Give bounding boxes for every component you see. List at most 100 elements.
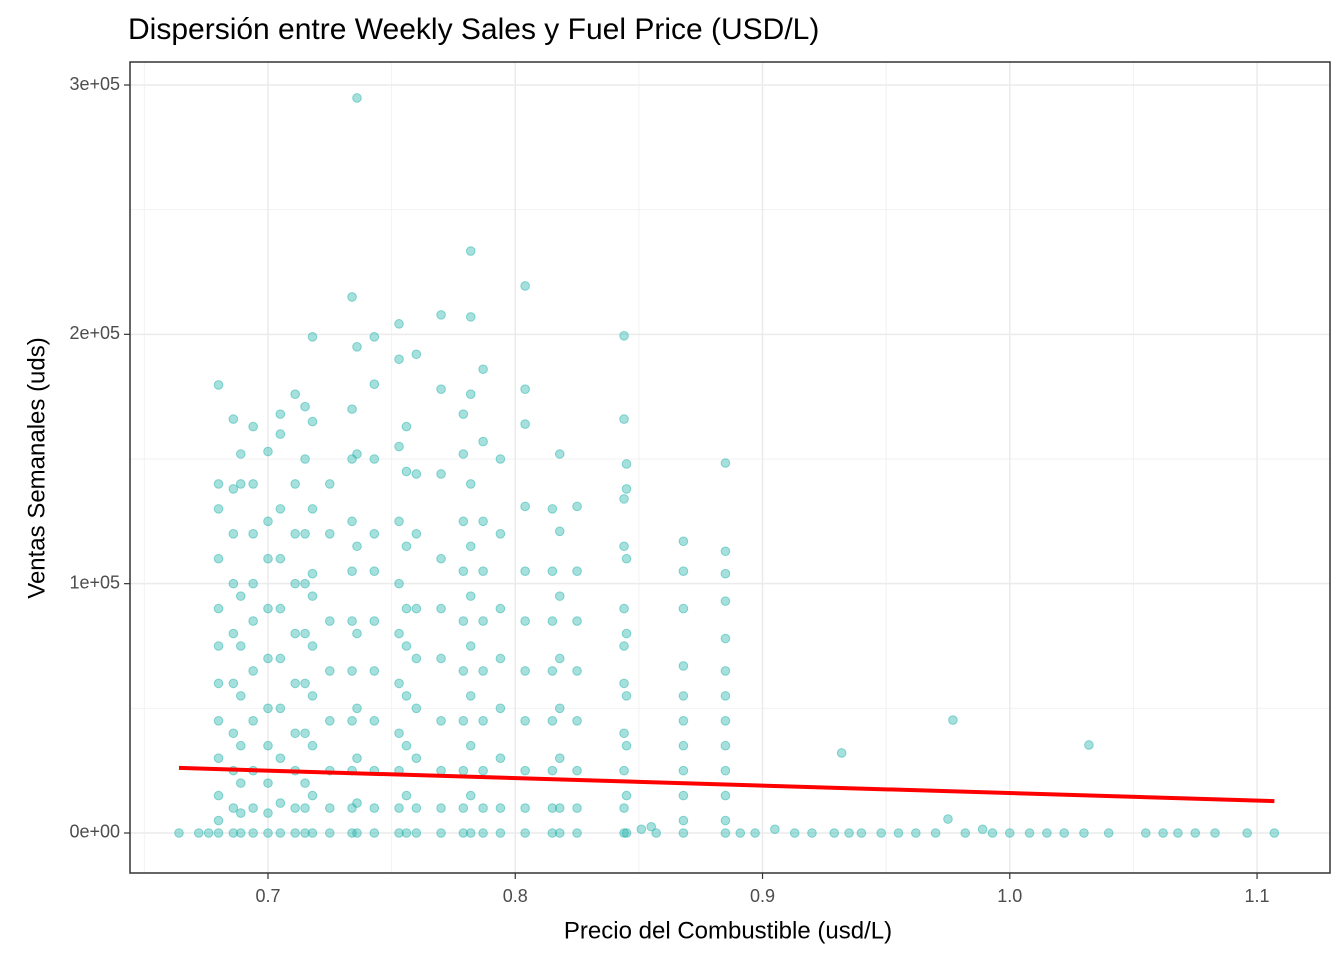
point xyxy=(347,566,357,576)
point xyxy=(213,678,224,689)
point xyxy=(228,678,239,689)
point xyxy=(720,568,731,579)
point xyxy=(347,803,357,813)
point xyxy=(678,566,689,576)
point xyxy=(458,409,469,419)
point xyxy=(307,504,318,514)
point xyxy=(436,469,446,479)
point xyxy=(411,469,422,479)
point xyxy=(235,808,246,818)
point xyxy=(411,528,422,539)
point xyxy=(411,803,422,813)
point xyxy=(394,578,404,589)
point xyxy=(1079,828,1089,838)
point xyxy=(621,484,632,494)
point xyxy=(478,715,488,726)
point xyxy=(621,740,632,751)
point xyxy=(290,479,300,489)
point xyxy=(411,828,422,838)
point xyxy=(401,421,412,432)
point xyxy=(572,803,582,813)
point xyxy=(829,828,840,838)
point xyxy=(458,765,469,776)
point xyxy=(520,828,530,838)
point xyxy=(369,616,380,626)
point xyxy=(572,765,582,776)
point xyxy=(720,765,731,776)
point xyxy=(324,479,335,489)
point xyxy=(750,828,760,838)
point xyxy=(678,661,689,671)
point xyxy=(621,553,632,564)
point xyxy=(619,803,629,813)
point xyxy=(621,790,632,801)
point xyxy=(174,828,184,838)
point xyxy=(352,828,362,838)
point xyxy=(554,703,565,714)
point xyxy=(352,628,362,639)
point xyxy=(275,653,286,664)
point xyxy=(458,449,469,459)
point xyxy=(352,753,362,763)
point xyxy=(275,703,286,714)
point xyxy=(213,380,224,390)
point xyxy=(436,603,446,614)
point xyxy=(324,828,335,838)
point xyxy=(720,633,731,644)
point xyxy=(678,828,689,838)
point xyxy=(394,728,404,739)
point xyxy=(213,828,224,838)
point xyxy=(720,596,731,606)
point xyxy=(547,828,558,838)
point xyxy=(678,740,689,751)
point xyxy=(401,740,412,751)
point xyxy=(228,628,239,639)
point xyxy=(394,828,404,838)
point xyxy=(465,691,476,701)
point xyxy=(324,715,335,726)
point xyxy=(275,504,286,514)
point xyxy=(678,815,689,826)
point xyxy=(619,678,629,689)
point xyxy=(411,349,422,360)
point xyxy=(619,828,629,838)
point xyxy=(290,628,300,639)
point xyxy=(436,653,446,664)
point xyxy=(621,691,632,701)
point xyxy=(290,803,300,813)
point xyxy=(436,765,446,776)
point xyxy=(621,459,632,469)
point xyxy=(572,715,582,726)
point xyxy=(401,541,412,552)
point xyxy=(228,528,239,539)
point xyxy=(465,541,476,552)
point xyxy=(411,753,422,763)
x-tick-label: 0.9 xyxy=(750,886,775,906)
point xyxy=(1140,828,1151,838)
point xyxy=(678,790,689,801)
point xyxy=(213,753,224,763)
point xyxy=(619,765,629,776)
point xyxy=(619,641,629,651)
point xyxy=(844,828,854,838)
point xyxy=(275,828,286,838)
point xyxy=(458,566,469,576)
point xyxy=(465,790,476,801)
point xyxy=(307,790,318,801)
point xyxy=(572,616,582,626)
point xyxy=(678,691,689,701)
point xyxy=(248,666,258,676)
point xyxy=(401,691,412,701)
point xyxy=(275,429,286,439)
point xyxy=(290,528,300,539)
point xyxy=(948,715,958,725)
point xyxy=(394,319,404,329)
point xyxy=(307,740,318,751)
point xyxy=(478,765,488,776)
point xyxy=(347,616,357,626)
point xyxy=(478,803,488,813)
x-tick-label: 1.0 xyxy=(997,886,1022,906)
point xyxy=(263,653,273,664)
point xyxy=(411,603,422,614)
